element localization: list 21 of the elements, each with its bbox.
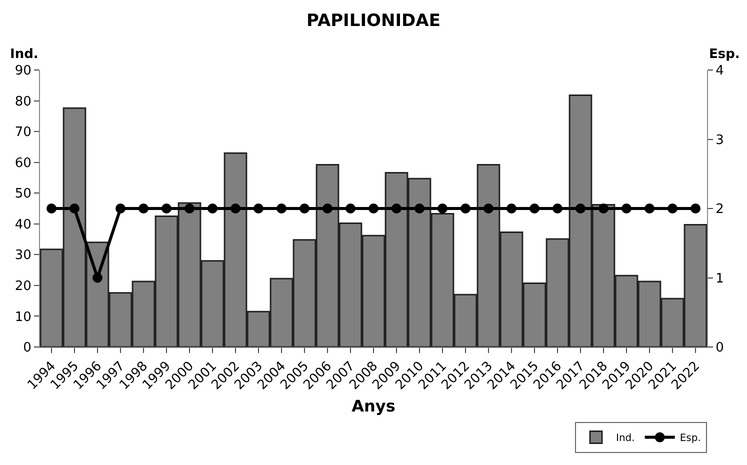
y2-axis-title: Esp. (709, 47, 740, 62)
y-tick-label: 80 (14, 94, 32, 110)
legend-label: Esp. (680, 433, 701, 444)
y-tick-label: 10 (14, 310, 32, 325)
y-tick-label: 50 (14, 186, 32, 202)
y-tick-label: 70 (14, 125, 32, 140)
y2-tick-label: 3 (716, 132, 724, 148)
y-tick-label: 20 (14, 278, 32, 294)
y-tick-label: 40 (14, 217, 32, 232)
y2-tick-label: 0 (716, 340, 724, 356)
y-tick-label: 60 (14, 156, 32, 171)
y2-tick-label: 1 (716, 271, 724, 286)
y-tick-label: 90 (14, 64, 32, 79)
y-tick-label: 0 (23, 340, 32, 356)
y2-tick-label: 2 (716, 202, 724, 218)
x-axis-title: Anys (352, 396, 396, 416)
legend-label: Ind. (616, 433, 635, 444)
y-tick-label: 30 (14, 248, 32, 264)
chart-title: PAPILIONIDAE (306, 10, 440, 31)
y2-tick-label: 4 (716, 64, 724, 79)
y-axis-title: Ind. (10, 47, 38, 62)
